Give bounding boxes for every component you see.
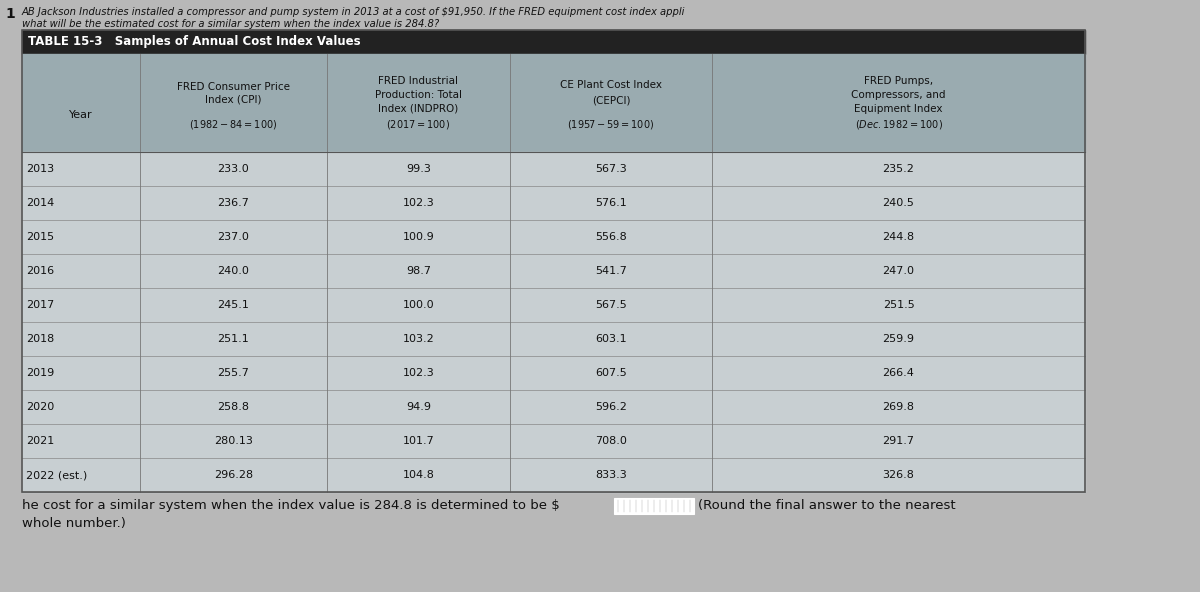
Text: 2016: 2016	[26, 266, 54, 276]
Text: 251.5: 251.5	[883, 300, 914, 310]
Text: 266.4: 266.4	[882, 368, 914, 378]
Bar	[22, 30, 1085, 54]
Text: 2014: 2014	[26, 198, 54, 208]
Text: 240.5: 240.5	[882, 198, 914, 208]
Text: Year: Year	[70, 110, 92, 120]
Bar	[22, 30, 1085, 492]
Text: 833.3: 833.3	[595, 470, 626, 480]
Text: 102.3: 102.3	[403, 198, 434, 208]
Text: 244.8: 244.8	[882, 232, 914, 242]
Text: $(2017=100)$: $(2017=100)$	[386, 118, 450, 131]
Text: 99.3: 99.3	[406, 164, 431, 174]
Text: CE Plant Cost Index: CE Plant Cost Index	[560, 81, 662, 91]
Bar	[614, 498, 694, 514]
Text: what will be the estimated cost for a similar system when the index value is 284: what will be the estimated cost for a si…	[22, 19, 439, 29]
Text: 104.8: 104.8	[402, 470, 434, 480]
Text: 259.9: 259.9	[882, 334, 914, 344]
Text: (CEPCI): (CEPCI)	[592, 95, 630, 105]
Text: 2013: 2013	[26, 164, 54, 174]
Text: Index (INDPRO): Index (INDPRO)	[378, 104, 458, 114]
Text: he cost for a similar system when the index value is 284.8 is determined to be $: he cost for a similar system when the in…	[22, 498, 559, 511]
Text: 1: 1	[5, 7, 14, 21]
Text: 2020: 2020	[26, 402, 54, 412]
Text: 247.0: 247.0	[882, 266, 914, 276]
Text: $(1957-59=100)$: $(1957-59=100)$	[568, 118, 655, 131]
Text: 280.13: 280.13	[214, 436, 253, 446]
Text: 596.2: 596.2	[595, 402, 626, 412]
Text: 567.3: 567.3	[595, 164, 626, 174]
Text: TABLE 15-3   Samples of Annual Cost Index Values: TABLE 15-3 Samples of Annual Cost Index …	[28, 36, 361, 49]
Text: (Round the final answer to the nearest: (Round the final answer to the nearest	[698, 498, 955, 511]
Text: 2022 (est.): 2022 (est.)	[26, 470, 88, 480]
Text: 603.1: 603.1	[595, 334, 626, 344]
Text: 708.0: 708.0	[595, 436, 626, 446]
Text: 98.7: 98.7	[406, 266, 431, 276]
Text: FRED Industrial: FRED Industrial	[378, 76, 458, 86]
Text: 233.0: 233.0	[217, 164, 250, 174]
Text: 576.1: 576.1	[595, 198, 626, 208]
Text: 2019: 2019	[26, 368, 54, 378]
Text: 245.1: 245.1	[217, 300, 250, 310]
Text: 235.2: 235.2	[882, 164, 914, 174]
Text: 255.7: 255.7	[217, 368, 250, 378]
Text: AB Jackson Industries installed a compressor and pump system in 2013 at a cost o: AB Jackson Industries installed a compre…	[22, 7, 685, 17]
Text: 101.7: 101.7	[403, 436, 434, 446]
Text: 251.1: 251.1	[217, 334, 250, 344]
Bar	[22, 152, 1085, 492]
Text: Compressors, and: Compressors, and	[851, 90, 946, 100]
Text: 258.8: 258.8	[217, 402, 250, 412]
Text: 100.9: 100.9	[403, 232, 434, 242]
Text: 2017: 2017	[26, 300, 54, 310]
Text: $(Dec. 1982=100)$: $(Dec. 1982=100)$	[854, 118, 942, 131]
Text: 2015: 2015	[26, 232, 54, 242]
Text: 291.7: 291.7	[882, 436, 914, 446]
Text: 100.0: 100.0	[403, 300, 434, 310]
Text: 2021: 2021	[26, 436, 54, 446]
Text: Production: Total: Production: Total	[374, 90, 462, 100]
Text: FRED Pumps,: FRED Pumps,	[864, 76, 934, 86]
Bar	[22, 54, 1085, 152]
Text: Equipment Index: Equipment Index	[854, 104, 943, 114]
Text: 236.7: 236.7	[217, 198, 250, 208]
Text: whole number.): whole number.)	[22, 517, 126, 530]
Text: 94.9: 94.9	[406, 402, 431, 412]
Text: 607.5: 607.5	[595, 368, 626, 378]
Text: 103.2: 103.2	[403, 334, 434, 344]
Text: $(1982-84=100)$: $(1982-84=100)$	[190, 118, 277, 131]
Text: 102.3: 102.3	[403, 368, 434, 378]
Text: 567.5: 567.5	[595, 300, 626, 310]
Text: 541.7: 541.7	[595, 266, 626, 276]
Text: 240.0: 240.0	[217, 266, 250, 276]
Text: FRED Consumer Price
Index (CPI): FRED Consumer Price Index (CPI)	[178, 82, 290, 104]
Text: 237.0: 237.0	[217, 232, 250, 242]
Text: 296.28: 296.28	[214, 470, 253, 480]
Text: 269.8: 269.8	[882, 402, 914, 412]
Text: 556.8: 556.8	[595, 232, 626, 242]
Text: 2018: 2018	[26, 334, 54, 344]
Text: 326.8: 326.8	[882, 470, 914, 480]
